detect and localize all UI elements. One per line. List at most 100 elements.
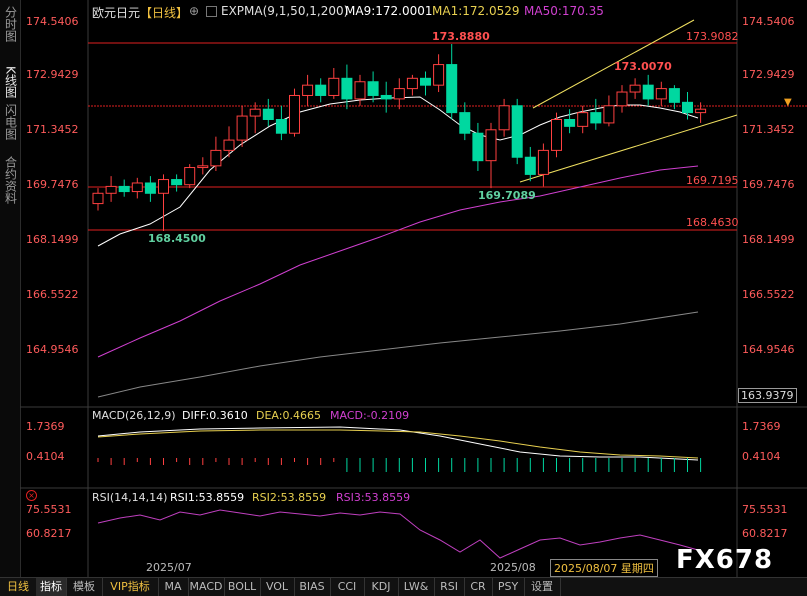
indicator-toggle-icon[interactable] [206, 6, 217, 17]
rsi-label-right-0: 75.5531 [742, 503, 788, 516]
expma-indicator-name: EXPMA(9,1,50,1,200) [221, 4, 349, 18]
macd-label-right-1: 0.4104 [742, 450, 781, 463]
price-label-right-6: 164.9546 [742, 343, 795, 356]
candle-body [249, 108, 261, 117]
high-price-annotation: 173.8880 [432, 30, 490, 43]
candle-body [485, 129, 497, 162]
rsi2-value: RSI2:53.8559 [252, 491, 327, 504]
chart-type-sidebar: 分时图 K线图 闪电图 合约资料 [0, 0, 21, 577]
kline-chart[interactable] [0, 0, 807, 577]
symbol-name: 欧元日元 [92, 6, 141, 20]
bottom-tab-3[interactable]: VIP指标 [102, 578, 159, 596]
candle-body [393, 88, 405, 100]
macd-label-right-0: 1.7369 [742, 420, 781, 433]
candle-body [171, 179, 183, 186]
candle-body [420, 77, 431, 86]
price-label-right-5: 166.5522 [742, 288, 795, 301]
candle-body [668, 88, 680, 103]
period-label[interactable]: 【日线】 [140, 6, 189, 20]
tab-lightning[interactable]: 闪电图 [0, 104, 20, 143]
macd-title: MACD(26,12,9) [92, 409, 176, 422]
peak-price-annotation: 173.0070 [614, 60, 672, 73]
swing-low-annotation: 169.7089 [478, 189, 536, 202]
candle-body [302, 84, 314, 96]
bottom-tab-10[interactable]: KDJ [364, 578, 399, 596]
indicator-tab-bar: 日线 指标 模板 VIP指标 MA MACD BOLL VOL BIAS CCI KDJ LW& RSI… [0, 577, 807, 596]
price-label-left-6: 164.9546 [26, 343, 79, 356]
candle-body [655, 88, 667, 100]
cursor-date-label: 2025/08/07 星期四 [550, 559, 658, 577]
candle-body [328, 77, 340, 96]
price-label-right-0: 174.5406 [742, 15, 795, 28]
macd-macd-value: MACD:-0.2109 [330, 409, 410, 422]
settings-icon[interactable]: ⊕ [189, 4, 200, 18]
candle-body [695, 108, 707, 114]
candle-body [472, 132, 484, 162]
tab-contract-info-label: 合约资料 [3, 156, 18, 204]
rsi-label-left-1: 60.8217 [26, 527, 72, 540]
bottom-tab-6[interactable]: BOLL [224, 578, 261, 596]
candle-body [380, 94, 392, 100]
bottom-tab-9[interactable]: CCI [330, 578, 365, 596]
candle-body [223, 139, 235, 151]
bottom-tab-11[interactable]: LW& [398, 578, 435, 596]
macd-label-left-0: 1.7369 [26, 420, 65, 433]
candle-body [341, 77, 353, 100]
bottom-tab-0[interactable]: 日线 [0, 578, 37, 596]
trend-channel-lower [519, 114, 738, 183]
candle-body [210, 149, 222, 167]
date-label-august: 2025/08 [490, 561, 536, 574]
rsi-line [97, 509, 699, 559]
ma9-value: MA9:172.0001 [345, 4, 433, 18]
rsi-label-left-0: 75.5531 [26, 503, 72, 516]
candle-body [367, 81, 379, 96]
bottom-tab-8[interactable]: BIAS [294, 578, 331, 596]
level-low-annotation: 168.4630 [686, 216, 739, 229]
tab-timeshare-label: 分时图 [3, 6, 18, 42]
candle-body [682, 101, 693, 114]
price-label-left-0: 174.5406 [26, 15, 79, 28]
ma50-value: MA50:170.35 [524, 4, 604, 18]
ma50-line [97, 165, 699, 358]
bottom-tab-2[interactable]: 模板 [66, 578, 103, 596]
low-price-annotation: 168.4500 [148, 232, 206, 245]
rsi-label-right-1: 60.8217 [742, 527, 788, 540]
candle-body [616, 91, 628, 107]
candle-body [354, 81, 366, 100]
tab-kline[interactable]: K线图 [0, 66, 20, 101]
candle-body [433, 64, 445, 86]
bottom-tab-5[interactable]: MACD [188, 578, 225, 596]
candle-body [105, 185, 117, 194]
tab-lightning-label: 闪电图 [3, 104, 18, 140]
bottom-tab-4[interactable]: MA [158, 578, 189, 596]
price-label-right-3: 169.7476 [742, 178, 795, 191]
tab-kline-label: K线图 [3, 66, 18, 98]
price-label-right-2: 171.3452 [742, 123, 795, 136]
rsi1-value: RSI1:53.8559 [170, 491, 245, 504]
rsi-panel-close-icon[interactable]: × [26, 490, 37, 501]
bottom-tab-1[interactable]: 指标 [36, 578, 67, 596]
bottom-tab-12[interactable]: RSI [434, 578, 465, 596]
macd-diff-line [97, 426, 699, 461]
candle-body [590, 112, 602, 124]
rsi-title: RSI(14,14,14) [92, 491, 168, 504]
tab-contract-info[interactable]: 合约资料 [0, 156, 20, 207]
bottom-tab-7[interactable]: VOL [260, 578, 295, 596]
candle-body [524, 156, 536, 175]
candle-body [511, 105, 523, 158]
candle-body [551, 118, 562, 151]
candle-body [564, 118, 576, 127]
bottom-tab-14[interactable]: PSY [492, 578, 525, 596]
candle-body [603, 105, 615, 124]
candle-body [629, 84, 641, 93]
price-label-left-5: 166.5522 [26, 288, 79, 301]
bottom-tab-13[interactable]: CR [464, 578, 493, 596]
bottom-tab-15[interactable]: 设置 [524, 578, 561, 596]
candle-body [92, 192, 104, 205]
tab-timeshare[interactable]: 分时图 [0, 6, 20, 45]
trend-channel-upper [532, 19, 695, 109]
candle-body [131, 182, 143, 193]
candlestick-series [92, 43, 707, 232]
level-top-annotation: 173.9082 [686, 30, 739, 43]
price-label-bottom-box: 163.9379 [738, 388, 797, 403]
